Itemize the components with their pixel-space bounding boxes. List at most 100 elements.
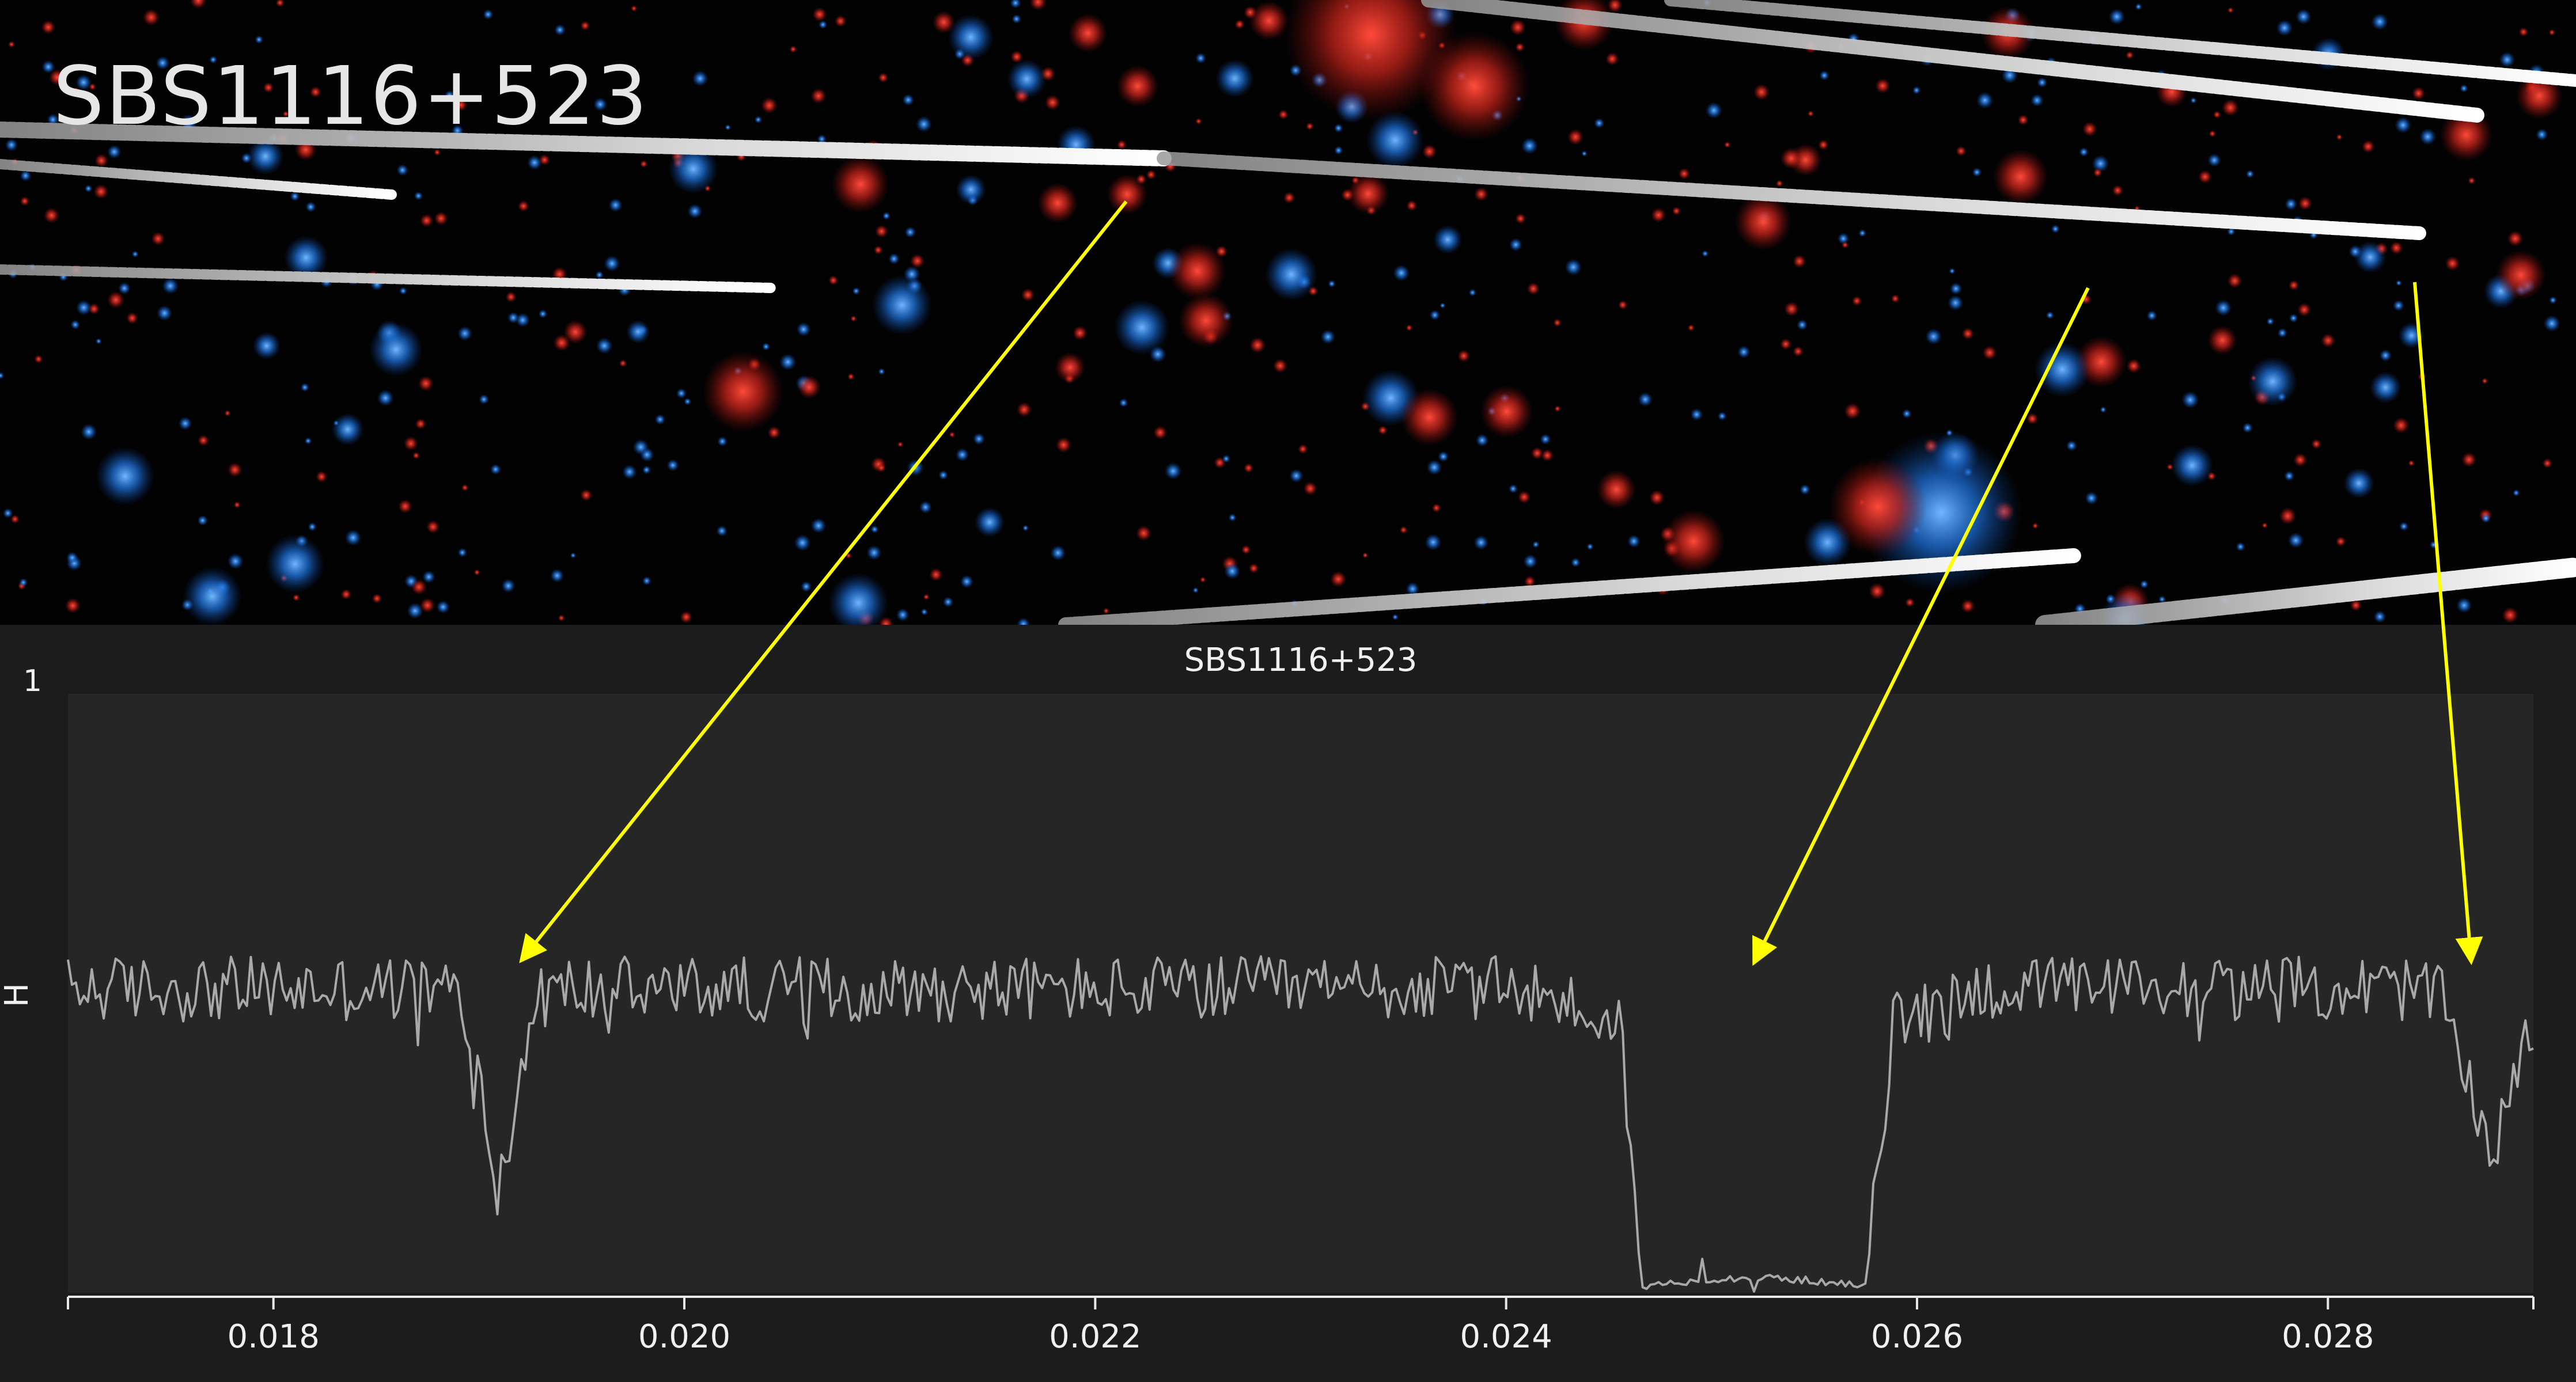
red-star bbox=[1278, 109, 1289, 120]
blue-star bbox=[654, 414, 666, 425]
arrow-to-secondary-dip bbox=[519, 200, 1128, 963]
blue-star bbox=[266, 534, 325, 594]
red-star bbox=[1793, 346, 1804, 357]
blue-star bbox=[1022, 525, 1029, 531]
red-star bbox=[107, 291, 124, 309]
red-star bbox=[2412, 86, 2426, 100]
red-star bbox=[1687, 324, 1695, 332]
sky-panel bbox=[0, 0, 2576, 625]
red-star bbox=[198, 435, 209, 446]
red-star bbox=[2026, 412, 2039, 425]
blue-star bbox=[2393, 299, 2404, 312]
blue-star bbox=[66, 552, 78, 564]
red-star bbox=[631, 5, 638, 12]
red-star bbox=[1457, 350, 1470, 362]
blue-star bbox=[2245, 170, 2255, 179]
red-star bbox=[2198, 170, 2212, 184]
red-star bbox=[473, 569, 480, 576]
red-star bbox=[263, 82, 274, 93]
red-star bbox=[420, 598, 435, 613]
red-star bbox=[1956, 146, 1967, 157]
red-star bbox=[420, 214, 434, 227]
blue-star bbox=[1425, 534, 1442, 551]
red-star bbox=[1406, 200, 1418, 211]
red-star bbox=[1103, 608, 1109, 614]
red-star bbox=[2279, 507, 2297, 525]
red-star bbox=[1116, 139, 1127, 150]
red-star bbox=[810, 88, 827, 104]
red-star bbox=[190, 0, 207, 9]
red-star bbox=[2445, 256, 2460, 271]
red-star bbox=[1406, 324, 1413, 332]
red-star bbox=[2502, 606, 2519, 624]
red-star bbox=[1153, 426, 1168, 440]
blue-star bbox=[1468, 288, 1476, 297]
blue-star bbox=[2399, 522, 2409, 531]
blue-star bbox=[284, 236, 328, 280]
blue-star bbox=[2284, 470, 2295, 481]
red-star bbox=[1734, 193, 1792, 250]
red-star bbox=[2321, 333, 2336, 348]
blue-star bbox=[1215, 59, 1254, 98]
red-star bbox=[1016, 402, 1032, 417]
red-star bbox=[2297, 302, 2312, 317]
blue-star bbox=[2242, 422, 2253, 433]
red-star bbox=[398, 499, 412, 514]
red-star bbox=[2393, 417, 2410, 434]
red-star bbox=[703, 351, 783, 432]
red-star bbox=[539, 154, 550, 166]
red-star bbox=[2335, 536, 2346, 547]
blue-star bbox=[41, 60, 55, 74]
red-star bbox=[233, 501, 241, 508]
red-star bbox=[1273, 358, 1287, 373]
red-star bbox=[1200, 576, 1206, 583]
red-star bbox=[1136, 525, 1152, 541]
blue-star bbox=[227, 553, 244, 569]
red-star bbox=[2222, 99, 2239, 116]
blue-star bbox=[1438, 451, 1449, 462]
blue-star bbox=[974, 507, 1005, 537]
blue-star bbox=[2379, 349, 2392, 362]
red-star bbox=[767, 426, 781, 439]
red-star bbox=[1422, 144, 1437, 159]
blue-star bbox=[1007, 59, 1047, 98]
red-star bbox=[412, 451, 420, 460]
blue-star bbox=[47, 113, 59, 126]
blue-star bbox=[888, 253, 900, 265]
star-field bbox=[0, 0, 2563, 625]
red-star bbox=[1875, 78, 1891, 94]
blue-star bbox=[938, 470, 948, 480]
blue-star bbox=[2513, 489, 2520, 497]
blue-star bbox=[18, 578, 28, 587]
blue-star bbox=[399, 287, 407, 295]
red-star bbox=[65, 598, 81, 614]
blue-star bbox=[2158, 595, 2166, 603]
blue-star bbox=[422, 570, 435, 583]
blue-star bbox=[2045, 311, 2054, 320]
blue-star bbox=[2135, 3, 2142, 10]
blue-star bbox=[308, 522, 317, 531]
red-star bbox=[1531, 447, 1544, 460]
blue-star bbox=[676, 388, 687, 398]
arrow-to-right-dip bbox=[2413, 282, 2483, 965]
red-star bbox=[316, 470, 328, 483]
red-star bbox=[1169, 242, 1226, 299]
red-star bbox=[1793, 255, 1806, 268]
blue-star bbox=[1426, 460, 1442, 475]
blue-star bbox=[2266, 317, 2274, 325]
red-star bbox=[1431, 503, 1441, 512]
red-star bbox=[923, 594, 930, 601]
red-star bbox=[434, 149, 441, 156]
red-star bbox=[2208, 130, 2216, 138]
blue-star bbox=[1328, 280, 1336, 288]
blue-star bbox=[554, 24, 566, 36]
blue-star bbox=[118, 282, 131, 295]
red-star bbox=[1780, 147, 1802, 169]
blue-star bbox=[131, 250, 139, 258]
blue-star bbox=[457, 548, 467, 557]
blue-star bbox=[255, 35, 264, 44]
blue-star bbox=[1702, 250, 1709, 257]
blue-star bbox=[527, 155, 542, 170]
blue-star bbox=[2139, 580, 2149, 589]
blue-star bbox=[1224, 563, 1241, 579]
